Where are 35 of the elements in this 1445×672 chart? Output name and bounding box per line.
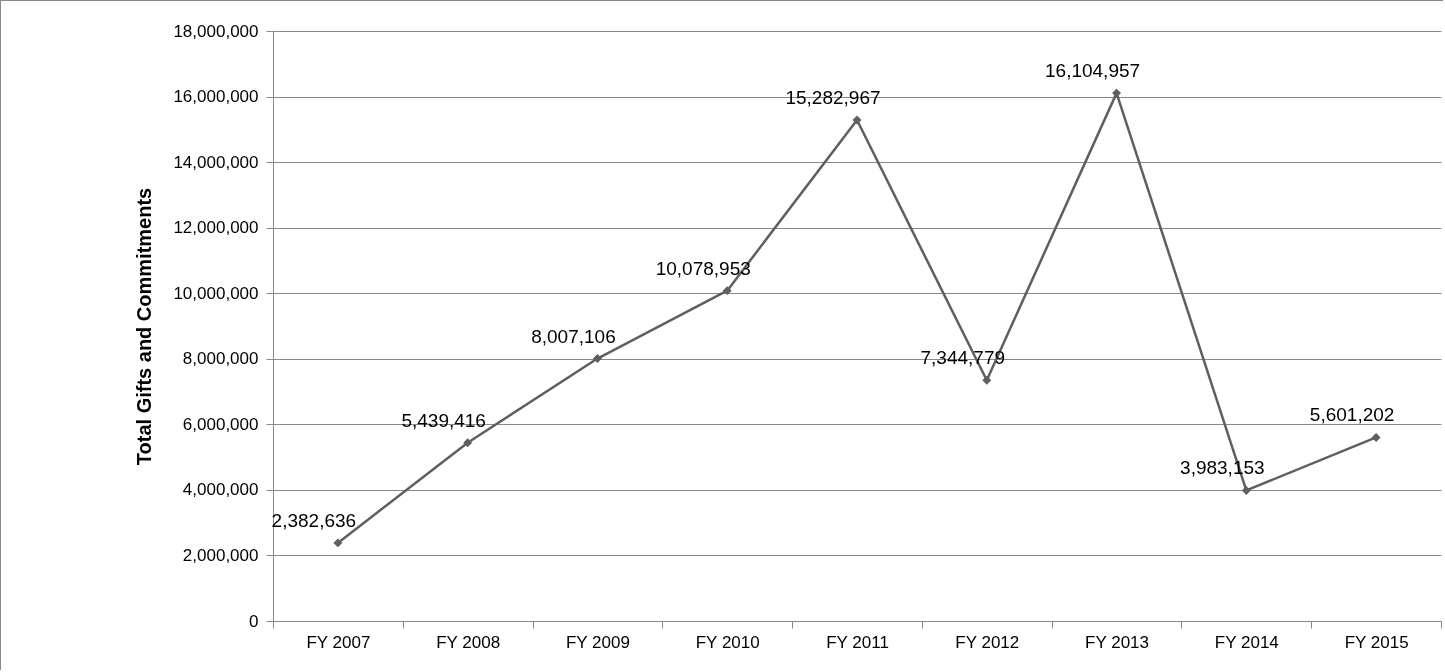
x-tick-label: FY 2011 [826,632,889,652]
data-label: 5,439,416 [401,409,486,431]
x-tick-label: FY 2007 [306,632,371,652]
data-label: 8,007,106 [531,325,616,347]
x-tick-label: FY 2010 [695,632,760,652]
point [463,438,473,448]
y-tick-label: 10,000,000 [173,283,259,303]
point [852,115,862,125]
y-tick-label: 8,000,000 [182,349,259,369]
y-tick-label: 4,000,000 [182,480,259,500]
point [333,538,343,548]
data-label: 5,601,202 [1309,404,1395,426]
y-tick-label: 14,000,000 [173,152,259,172]
x-tick-label: FY 2009 [565,632,630,652]
x-tick-label: FY 2013 [1085,632,1150,652]
x-tick-label: FY 2014 [1214,632,1279,652]
y-axis-title: Total Gifts and Commitments [133,187,156,466]
point [1112,88,1122,98]
data-label: 15,282,967 [785,87,881,109]
x-tick-label: FY 2012 [955,632,1020,652]
point [982,375,992,385]
x-tick-label: FY 2015 [1344,632,1409,652]
data-label: 2,382,636 [271,509,357,531]
x-tick-label: FY 2008 [436,632,501,652]
y-tick-label: 18,000,000 [173,21,259,41]
y-tick-label: 2,000,000 [182,545,259,565]
point [1371,432,1381,442]
y-tick-label: 16,000,000 [173,87,259,107]
y-tick-label: 12,000,000 [173,218,259,238]
point [722,286,732,296]
data-label: 16,104,957 [1045,60,1141,82]
y-tick-label: 6,000,000 [182,414,259,434]
point [592,354,602,364]
y-tick-label: 0 [249,611,259,631]
point [1241,485,1251,495]
